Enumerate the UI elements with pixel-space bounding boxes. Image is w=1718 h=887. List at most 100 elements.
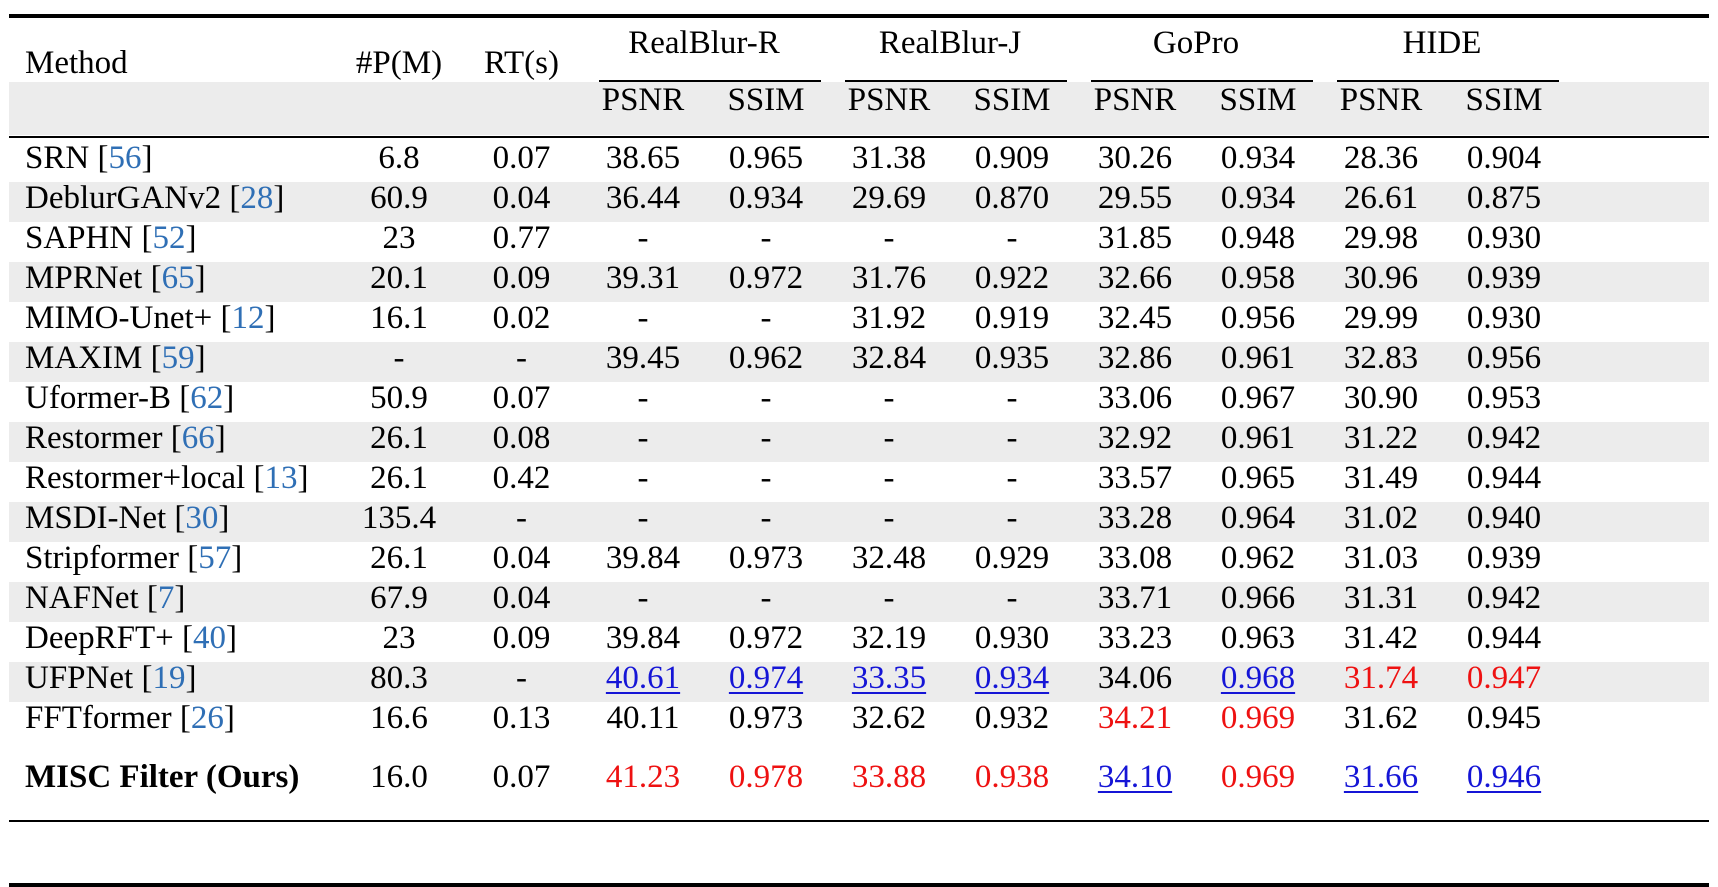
psnr-value: 39.45 bbox=[581, 336, 705, 380]
header-psnr: PSNR bbox=[1093, 82, 1177, 118]
dataset-underline bbox=[1091, 80, 1313, 82]
ssim-value: 0.944 bbox=[1443, 456, 1565, 500]
psnr-value: 31.22 bbox=[1319, 416, 1443, 460]
citation-link[interactable]: 12 bbox=[231, 300, 265, 336]
metric-text: 0.962 bbox=[728, 340, 804, 376]
runtime-value: 0.42 bbox=[492, 460, 551, 496]
metric-text: - bbox=[1006, 420, 1018, 456]
psnr-value: - bbox=[581, 296, 705, 340]
psnr-value: 33.23 bbox=[1073, 616, 1197, 660]
runtime-value: 0.02 bbox=[492, 300, 551, 336]
psnr-value: 39.84 bbox=[581, 616, 705, 660]
metric-text: 0.965 bbox=[1220, 460, 1296, 496]
psnr-value: 31.85 bbox=[1073, 216, 1197, 260]
psnr-value: 31.62 bbox=[1319, 696, 1443, 740]
method-label: Uformer-B bbox=[25, 380, 171, 416]
metric-text: 0.973 bbox=[728, 700, 804, 736]
metric-text: 0.940 bbox=[1466, 500, 1542, 536]
ssim-value: 0.963 bbox=[1197, 616, 1319, 660]
citation-link[interactable]: 52 bbox=[152, 220, 186, 256]
method-name: Stripformer [57] bbox=[25, 536, 345, 580]
citation-link[interactable]: 56 bbox=[108, 140, 142, 176]
runtime-value: 0.08 bbox=[492, 420, 551, 456]
metric-text: - bbox=[883, 420, 895, 456]
psnr-value: 31.66 bbox=[1319, 755, 1443, 799]
citation-link[interactable]: 7 bbox=[157, 580, 175, 616]
params-value: 23 bbox=[382, 220, 416, 256]
method-name: MIMO-Unet+ [12] bbox=[25, 296, 345, 340]
citation-close: ] bbox=[214, 420, 226, 456]
citation-open: [ bbox=[178, 540, 199, 576]
row-shade bbox=[9, 582, 1709, 622]
citation-link[interactable]: 13 bbox=[264, 460, 298, 496]
psnr-value: 33.35 bbox=[827, 656, 951, 700]
psnr-value: 33.28 bbox=[1073, 496, 1197, 540]
metric-text: 31.85 bbox=[1097, 220, 1173, 256]
citation-link[interactable]: 57 bbox=[198, 540, 232, 576]
citation-close: ] bbox=[174, 580, 186, 616]
header-dataset-gopro: GoPro bbox=[1152, 25, 1240, 61]
citation-link[interactable]: 40 bbox=[193, 620, 227, 656]
citation-link[interactable]: 66 bbox=[181, 420, 215, 456]
citation-link[interactable]: 65 bbox=[161, 260, 195, 296]
params-value: 20.1 bbox=[370, 260, 428, 296]
ssim-value: 0.929 bbox=[951, 536, 1073, 580]
psnr-value: 32.66 bbox=[1073, 256, 1197, 300]
psnr-value: 29.55 bbox=[1073, 176, 1197, 220]
method-name: MISC Filter (Ours) bbox=[25, 755, 345, 799]
ssim-value: - bbox=[951, 376, 1073, 420]
runtime-value: 0.09 bbox=[492, 620, 551, 656]
psnr-value: 33.71 bbox=[1073, 576, 1197, 620]
ssim-value: - bbox=[951, 216, 1073, 260]
citation-close: ] bbox=[141, 140, 153, 176]
citation-link[interactable]: 59 bbox=[161, 340, 195, 376]
header-method: Method bbox=[25, 45, 128, 81]
psnr-value: 30.96 bbox=[1319, 256, 1443, 300]
citation-close: ] bbox=[226, 620, 238, 656]
psnr-value: 32.19 bbox=[827, 616, 951, 660]
psnr-value: - bbox=[827, 496, 951, 540]
ssim-value: 0.961 bbox=[1197, 336, 1319, 380]
citation-link[interactable]: 30 bbox=[185, 500, 219, 536]
metric-text: - bbox=[1006, 380, 1018, 416]
metric-text: - bbox=[1006, 460, 1018, 496]
metric-text: 34.21 bbox=[1097, 700, 1173, 736]
metric-text: 28.36 bbox=[1343, 140, 1419, 176]
metric-text: 0.961 bbox=[1220, 420, 1296, 456]
method-label: Stripformer bbox=[25, 540, 179, 576]
metric-text: 0.875 bbox=[1466, 180, 1542, 216]
citation-link[interactable]: 26 bbox=[190, 700, 224, 736]
ssim-value: - bbox=[705, 376, 827, 420]
citation-open: [ bbox=[142, 340, 162, 376]
metric-text: - bbox=[637, 580, 649, 616]
psnr-value: - bbox=[827, 456, 951, 500]
citation-link[interactable]: 62 bbox=[190, 380, 224, 416]
citation-link[interactable]: 19 bbox=[152, 660, 186, 696]
bottom-rule bbox=[9, 883, 1709, 887]
method-label: MIMO-Unet+ bbox=[25, 300, 213, 336]
method-label: Restormer bbox=[25, 420, 163, 456]
metric-text: 31.62 bbox=[1343, 700, 1419, 736]
method-name: Restormer+local [13] bbox=[25, 456, 345, 500]
method-label: SAPHN bbox=[25, 220, 134, 256]
metric-text: 40.11 bbox=[606, 700, 680, 736]
ssim-value: - bbox=[951, 416, 1073, 460]
metric-text: 29.55 bbox=[1097, 180, 1173, 216]
psnr-value: 34.21 bbox=[1073, 696, 1197, 740]
metric-text: 0.956 bbox=[1466, 340, 1542, 376]
psnr-value: 31.42 bbox=[1319, 616, 1443, 660]
runtime-value: 0.77 bbox=[492, 220, 551, 256]
runtime-value: - bbox=[516, 660, 527, 696]
ssim-value: 0.962 bbox=[1197, 536, 1319, 580]
metric-text: 0.909 bbox=[974, 140, 1050, 176]
ssim-value: 0.940 bbox=[1443, 496, 1565, 540]
metric-text: 32.84 bbox=[851, 340, 927, 376]
metric-text: 0.942 bbox=[1466, 420, 1542, 456]
citation-close: ] bbox=[223, 380, 235, 416]
runtime-value: 0.04 bbox=[492, 180, 551, 216]
citation-link[interactable]: 28 bbox=[240, 180, 274, 216]
metric-text: 33.06 bbox=[1097, 380, 1173, 416]
psnr-value: 31.38 bbox=[827, 136, 951, 180]
psnr-value: 29.99 bbox=[1319, 296, 1443, 340]
psnr-value: 32.83 bbox=[1319, 336, 1443, 380]
